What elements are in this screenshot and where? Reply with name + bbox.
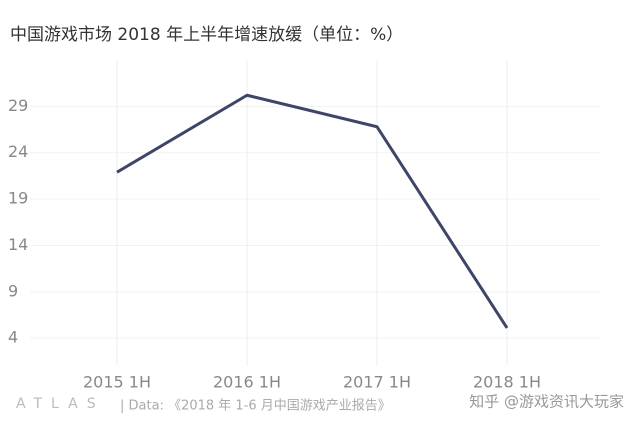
watermark: 知乎 @游戏资讯大玩家 <box>469 393 624 411</box>
y-tick-label: 24 <box>8 142 28 161</box>
y-tick-label: 4 <box>8 328 18 347</box>
logo: ATLAS <box>16 396 105 412</box>
y-tick-label: 29 <box>8 96 28 115</box>
line <box>116 93 509 329</box>
y-tick-label: 19 <box>8 189 28 208</box>
y-tick-label: 9 <box>8 281 18 300</box>
y-tick-label: 14 <box>8 235 28 254</box>
source: | Data: 《2018 年 1-6 月中国游戏产业报告》 <box>120 399 391 414</box>
x-tick-label: 2016 1H <box>213 373 281 392</box>
x-tick-label: 2015 1H <box>83 373 151 392</box>
x-tick-label: 2018 1H <box>473 373 541 392</box>
x-tick-label: 2017 1H <box>343 373 411 392</box>
chart-title: 中国游戏市场 2018 年上半年增速放缓（单位：%） <box>10 25 403 45</box>
